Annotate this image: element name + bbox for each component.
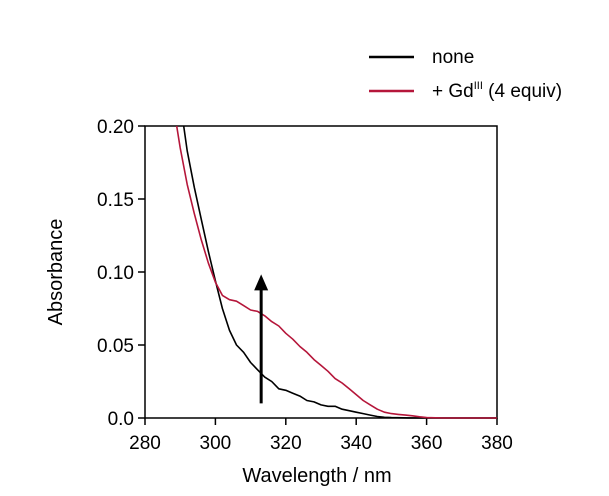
series-line-none — [182, 125, 497, 419]
legend-gd-prefix: + Gd — [432, 81, 474, 102]
plot-border — [144, 125, 498, 419]
y-axis-title: Absorbance — [45, 219, 67, 326]
x-axis-title: Wavelength / nm — [242, 465, 391, 487]
increase-arrow-head — [254, 274, 269, 291]
x-tick-label: 360 — [411, 433, 443, 454]
x-tick-label: 280 — [129, 433, 161, 454]
annotation-layer — [254, 274, 269, 404]
y-axis-ticks: 0.0 0.05 0.10 0.15 0.20 — [97, 117, 145, 430]
plot-frame — [144, 125, 498, 419]
series-line-gd — [175, 125, 497, 419]
x-tick-label: 320 — [270, 433, 302, 454]
y-tick-label: 0.05 — [97, 336, 134, 357]
y-tick-label: 0.0 — [108, 409, 134, 430]
legend-label-gd: + GdIII (4 equiv) — [432, 80, 562, 102]
series-layer — [175, 125, 497, 419]
legend: none + GdIII (4 equiv) — [369, 47, 562, 102]
legend-gd-superscript: III — [474, 80, 483, 92]
y-tick-label: 0.20 — [97, 117, 134, 138]
legend-label-none: none — [432, 47, 474, 68]
x-tick-label: 300 — [200, 433, 232, 454]
legend-gd-suffix: (4 equiv) — [483, 81, 562, 102]
y-tick-label: 0.10 — [97, 263, 134, 284]
x-tick-label: 340 — [340, 433, 372, 454]
x-axis-ticks: 280 300 320 340 360 380 — [129, 418, 513, 454]
y-tick-label: 0.15 — [97, 190, 134, 211]
x-tick-label: 380 — [481, 433, 513, 454]
